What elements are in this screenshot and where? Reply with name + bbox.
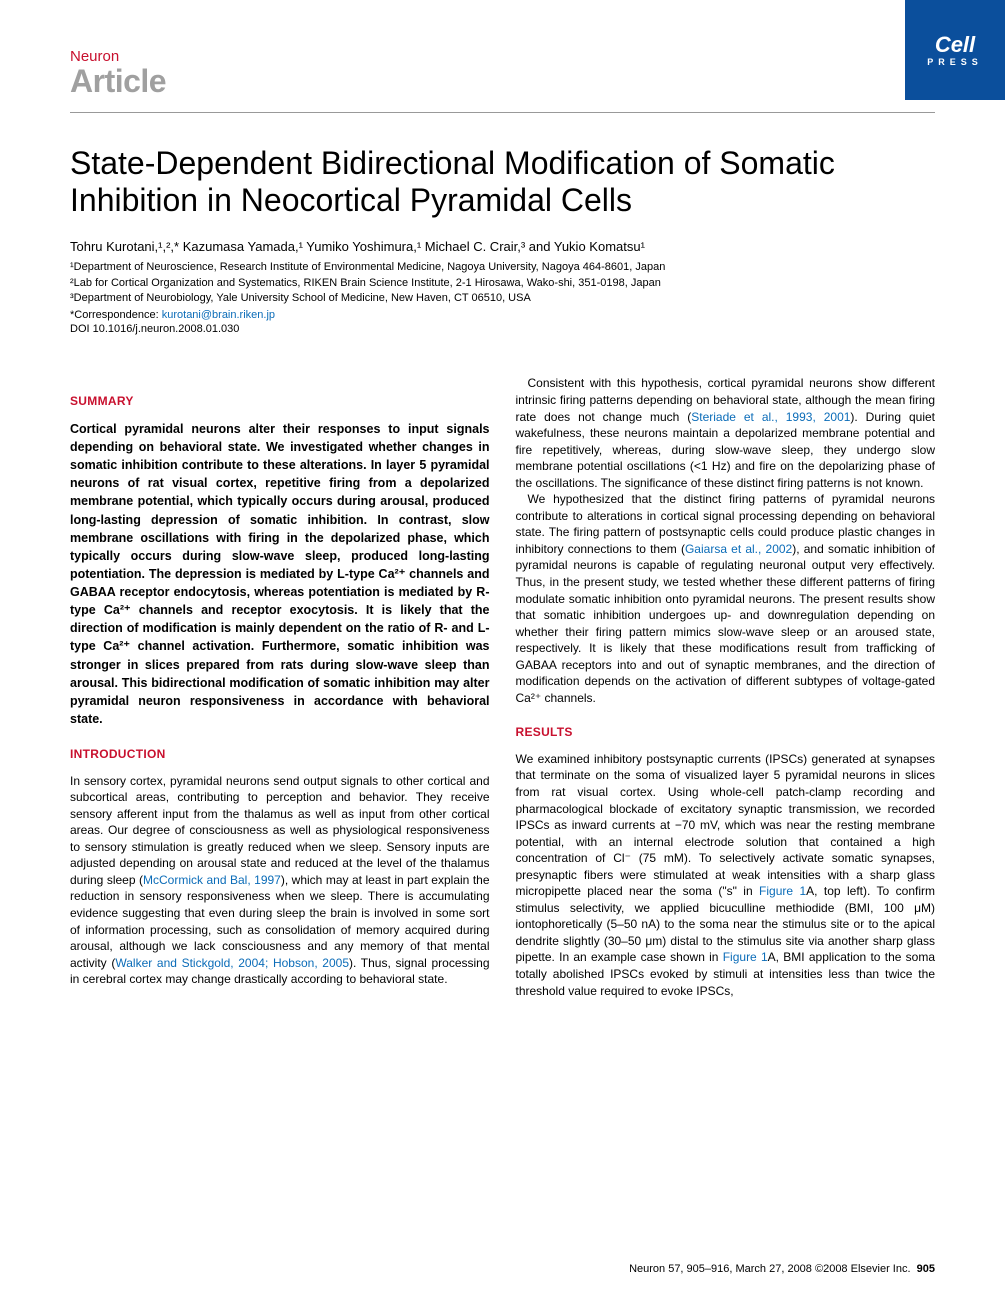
- body-columns: SUMMARY Cortical pyramidal neurons alter…: [70, 375, 935, 999]
- figure-link[interactable]: Figure 1: [723, 950, 768, 964]
- right-column: Consistent with this hypothesis, cortica…: [516, 375, 936, 999]
- summary-text: Cortical pyramidal neurons alter their r…: [70, 420, 490, 728]
- publisher-logo: Cell PRESS: [905, 0, 1005, 100]
- citation-link[interactable]: Walker and Stickgold, 2004; Hobson, 2005: [115, 956, 349, 970]
- citation-link[interactable]: Steriade et al., 1993, 2001: [691, 410, 850, 424]
- results-paragraph-1: We examined inhibitory postsynaptic curr…: [516, 751, 936, 999]
- header-divider: [70, 112, 935, 113]
- intro-paragraph-1: In sensory cortex, pyramidal neurons sen…: [70, 773, 490, 988]
- correspondence-email-link[interactable]: kurotani@brain.riken.jp: [162, 309, 275, 321]
- page-footer: Neuron 57, 905–916, March 27, 2008 ©2008…: [629, 1263, 935, 1275]
- correspondence-label: *Correspondence:: [70, 309, 162, 321]
- footer-citation: Neuron 57, 905–916, March 27, 2008 ©2008…: [629, 1263, 910, 1275]
- col2-paragraph-1: Consistent with this hypothesis, cortica…: [516, 375, 936, 491]
- article-header: Neuron Article Cell PRESS: [70, 48, 935, 100]
- figure-link[interactable]: Figure 1: [759, 884, 806, 898]
- citation-link[interactable]: McCormick and Bal, 1997: [143, 873, 281, 887]
- affiliation-3: ³Department of Neurobiology, Yale Univer…: [70, 291, 935, 307]
- affiliation-1: ¹Department of Neuroscience, Research In…: [70, 260, 935, 276]
- introduction-heading: INTRODUCTION: [70, 746, 490, 763]
- doi: DOI 10.1016/j.neuron.2008.01.030: [70, 323, 935, 335]
- page-number: 905: [917, 1263, 935, 1275]
- logo-main: Cell: [935, 32, 975, 57]
- correspondence: *Correspondence: kurotani@brain.riken.jp: [70, 309, 935, 321]
- citation-link[interactable]: Gaiarsa et al., 2002: [685, 542, 792, 556]
- summary-heading: SUMMARY: [70, 393, 490, 410]
- left-column: SUMMARY Cortical pyramidal neurons alter…: [70, 375, 490, 999]
- col2-paragraph-2: We hypothesized that the distinct firing…: [516, 491, 936, 706]
- authors-line: Tohru Kurotani,¹,²,* Kazumasa Yamada,¹ Y…: [70, 239, 935, 254]
- article-type: Article: [70, 63, 935, 100]
- article-title: State-Dependent Bidirectional Modificati…: [70, 145, 935, 219]
- affiliation-2: ²Lab for Cortical Organization and Syste…: [70, 276, 935, 292]
- results-heading: RESULTS: [516, 724, 936, 741]
- logo-sub: PRESS: [927, 58, 983, 67]
